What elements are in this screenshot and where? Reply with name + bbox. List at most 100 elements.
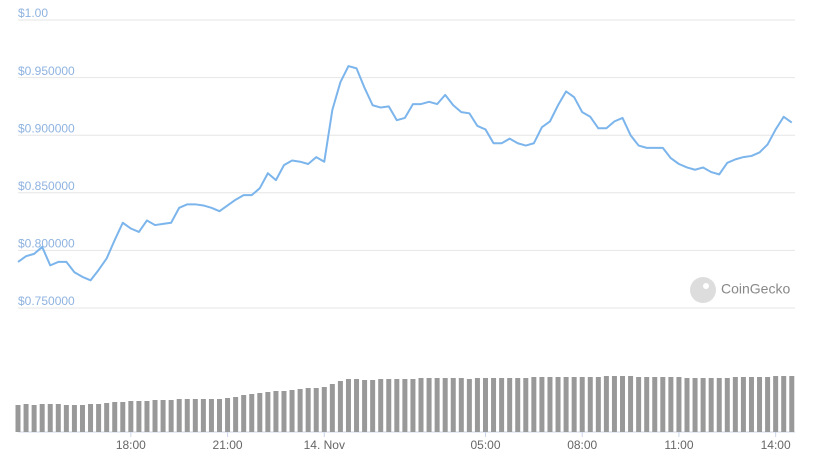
volume-bar [297, 389, 303, 432]
y-tick-label: $0.750000 [18, 294, 75, 308]
volume-bar [184, 399, 190, 432]
volume-bar [281, 391, 287, 432]
y-tick-label: $0.900000 [18, 121, 75, 135]
volume-bar [740, 377, 746, 432]
volume-bar [168, 400, 174, 432]
volume-bar [63, 405, 69, 432]
x-tick-label: 14:00 [761, 438, 791, 452]
y-tick-label: $0.850000 [18, 179, 75, 193]
x-tick-label: 21:00 [213, 438, 243, 452]
x-tick-label: 08:00 [567, 438, 597, 452]
volume-bar [531, 377, 537, 432]
volume-bar [434, 378, 440, 432]
volume-bar [668, 377, 674, 432]
volume-bar [225, 398, 231, 432]
volume-bar [362, 380, 368, 432]
watermark-text: CoinGecko [721, 281, 790, 297]
x-tick-label: 05:00 [470, 438, 500, 452]
volume-bar [620, 376, 626, 432]
volume-bar [15, 405, 21, 432]
volume-bar [329, 384, 335, 432]
volume-bar [176, 399, 182, 432]
volume-bar [579, 377, 585, 432]
volume-bar [410, 379, 416, 432]
volume-bar [466, 379, 472, 432]
price-line [17, 65, 793, 282]
volume-bar [47, 404, 53, 432]
volume-bar [507, 378, 513, 432]
volume-bar [265, 392, 271, 432]
volume-bar [684, 378, 690, 432]
volume-bar [474, 378, 480, 432]
volume-bar [676, 377, 682, 432]
volume-bar [200, 399, 206, 432]
volume-bar [523, 378, 529, 432]
volume-bar [88, 404, 94, 432]
volume-bar [394, 379, 400, 432]
volume-bar [708, 378, 714, 432]
volume-bar [305, 388, 311, 432]
x-tick-label: 18:00 [116, 438, 146, 452]
volume-bar [442, 378, 448, 432]
x-tick-label: 14. Nov [304, 438, 345, 452]
volume-bar [595, 377, 601, 432]
volume-bar [716, 378, 722, 432]
volume-bar [79, 405, 85, 432]
volume-bar [628, 376, 634, 432]
volume-bar [587, 377, 593, 432]
volume-bar [724, 378, 730, 432]
volume-bar [192, 399, 198, 432]
watermark-logo [690, 277, 716, 303]
volume-bar [426, 378, 432, 432]
volume-bar [136, 401, 142, 432]
volume-bar [499, 378, 505, 432]
y-tick-label: $1.00 [18, 6, 48, 20]
volume-bar [273, 391, 279, 432]
volume-bar [71, 405, 77, 432]
volume-bar [104, 403, 110, 432]
volume-bar [128, 401, 134, 432]
volume-bar [539, 377, 545, 432]
volume-bar [337, 381, 343, 432]
volume-bar [636, 377, 642, 432]
volume-bar [402, 379, 408, 432]
volume-bar [692, 378, 698, 432]
volume-bar [313, 388, 319, 432]
volume-bar [603, 376, 609, 432]
volume-bar [321, 387, 327, 432]
volume-bar [611, 376, 617, 432]
volume-bar [765, 377, 771, 432]
volume-bar [249, 394, 255, 432]
volume-bar [39, 404, 45, 432]
volume-bar [555, 377, 561, 432]
volume-bar [700, 378, 706, 432]
volume-bar [370, 380, 376, 432]
volume-bar [660, 377, 666, 432]
volume-bar [354, 379, 360, 432]
volume-bar [152, 400, 158, 432]
volume-bar [418, 378, 424, 432]
volume-bar [482, 378, 488, 432]
volume-bar [644, 377, 650, 432]
volume-bar [781, 376, 787, 432]
volume-bar [112, 402, 118, 432]
watermark: CoinGecko [690, 277, 790, 303]
y-tick-label: $0.950000 [18, 64, 75, 78]
volume-bar [458, 378, 464, 432]
volume-bar [31, 405, 37, 432]
volume-bar [208, 399, 214, 432]
volume-bar [515, 378, 521, 432]
volume-bar [757, 377, 763, 432]
volume-bar [450, 378, 456, 432]
volume-bar [217, 399, 223, 432]
volume-bar [345, 379, 351, 432]
volume-bar [144, 401, 150, 432]
volume-bar [563, 377, 569, 432]
volume-bar [652, 377, 658, 432]
volume-bar [571, 377, 577, 432]
volume-bar [241, 395, 247, 432]
watermark-logo-eye [703, 283, 709, 289]
volume-bar [491, 378, 497, 432]
volume-bar [120, 402, 126, 432]
volume-bar [732, 377, 738, 432]
